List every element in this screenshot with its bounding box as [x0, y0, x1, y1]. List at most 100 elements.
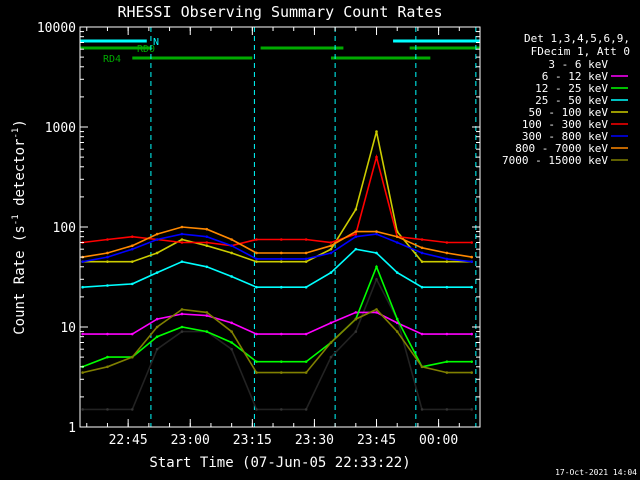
data-point-8-4 [180, 308, 184, 311]
data-point-1-16 [470, 332, 474, 336]
data-point-2-13 [395, 317, 399, 321]
data-point-6-10 [329, 251, 333, 255]
data-point-6-2 [130, 247, 134, 251]
data-point-3-12 [375, 251, 378, 255]
data-point-3-8 [280, 285, 283, 289]
data-point-8-16 [470, 371, 474, 374]
data-point-1-5 [205, 314, 209, 317]
data-point-3-15 [445, 285, 449, 289]
data-point-8-2 [130, 355, 134, 359]
data-point-2-7 [255, 360, 258, 363]
data-point-5-16 [470, 241, 474, 244]
data-point-3-13 [395, 271, 399, 274]
data-point-3-0 [81, 285, 84, 289]
data-point-2-16 [470, 360, 474, 363]
data-point-5-12 [375, 155, 378, 159]
data-point-4-9 [304, 260, 308, 263]
data-point-1-10 [329, 321, 333, 325]
data-point-8-9 [304, 371, 308, 374]
data-point-5-1 [106, 238, 109, 241]
data-point-8-14 [420, 365, 424, 369]
data-point-4-10 [329, 247, 333, 251]
x-tick-label-3: 23:30 [295, 433, 334, 448]
data-point-0-6 [230, 347, 233, 351]
data-point-4-14 [420, 260, 424, 263]
data-point-6-14 [420, 251, 424, 255]
data-point-6-0 [81, 260, 84, 263]
legend-label-8: 7000 - 15000 keV [502, 154, 608, 167]
data-point-6-9 [304, 257, 308, 261]
data-point-3-16 [470, 285, 474, 289]
y-axis-label-part-3: ) [12, 119, 28, 127]
data-point-5-5 [205, 241, 209, 244]
data-point-7-2 [130, 244, 134, 248]
legend-header-line-2: FDecim 1, Att 0 [531, 45, 630, 58]
x-tick-label-5: 00:00 [419, 433, 458, 448]
data-point-1-8 [280, 332, 283, 336]
data-point-8-15 [445, 371, 449, 374]
data-point-0-1 [106, 408, 109, 411]
legend-label-4: 50 - 100 keV [529, 106, 609, 119]
data-point-4-6 [230, 251, 233, 255]
data-point-0-8 [280, 408, 283, 411]
data-point-4-2 [130, 260, 134, 263]
legend-header-line-1: Det 1,3,4,5,6,9, [524, 32, 630, 45]
data-point-7-12 [375, 230, 378, 233]
data-point-3-11 [354, 247, 358, 251]
y-axis-label-exp-1: -1 [11, 214, 21, 225]
data-point-8-13 [395, 330, 399, 333]
y-axis-label: Count Rate (s-1 detector-1) [11, 119, 28, 335]
y-tick-label-1: 10 [60, 321, 76, 336]
data-point-0-15 [445, 408, 449, 411]
flag-label-n: N [153, 37, 159, 48]
legend-label-3: 25 - 50 keV [535, 94, 608, 107]
data-point-2-9 [304, 360, 308, 363]
data-point-7-1 [106, 251, 109, 255]
data-point-4-5 [205, 244, 209, 248]
data-point-8-3 [155, 325, 159, 329]
data-point-1-2 [130, 332, 134, 336]
data-point-5-11 [354, 232, 358, 236]
y-tick-label-0: 1 [68, 421, 76, 436]
data-point-6-1 [106, 255, 109, 259]
data-point-8-0 [81, 371, 84, 374]
data-point-1-3 [155, 317, 159, 321]
data-point-2-5 [205, 330, 209, 333]
data-point-1-7 [255, 332, 258, 336]
data-point-3-2 [130, 282, 134, 286]
data-point-3-5 [205, 265, 209, 269]
data-point-4-8 [280, 260, 283, 263]
x-tick-label-0: 22:45 [109, 433, 148, 448]
observation-flags [80, 39, 480, 60]
data-point-4-7 [255, 260, 258, 263]
data-point-4-15 [445, 260, 449, 263]
legend-label-1: 6 - 12 keV [542, 70, 609, 83]
data-point-1-14 [420, 332, 424, 336]
data-point-4-4 [180, 238, 184, 241]
data-point-3-3 [155, 271, 159, 274]
data-point-5-2 [130, 235, 134, 238]
data-point-7-7 [255, 251, 258, 255]
data-point-6-7 [255, 257, 258, 261]
data-point-4-1 [106, 260, 109, 263]
footer-timestamp: 17-Oct-2021 14:04 [555, 468, 637, 477]
data-point-2-12 [375, 265, 378, 269]
x-axis-ticks: 22:45 23:00 23:15 23:30 23:45 00:00 [86, 27, 481, 448]
data-point-6-4 [180, 232, 184, 236]
data-point-3-10 [329, 271, 333, 274]
data-point-1-13 [395, 321, 399, 325]
data-point-7-5 [205, 227, 209, 231]
data-point-7-8 [280, 251, 283, 255]
data-point-5-4 [180, 241, 184, 244]
y-axis-ticks: 1 10 100 1000 10000 [37, 21, 480, 436]
data-point-8-12 [375, 308, 378, 311]
data-point-7-6 [230, 238, 233, 241]
data-point-7-4 [180, 225, 184, 229]
data-point-0-12 [375, 277, 378, 281]
data-point-8-6 [230, 330, 233, 333]
data-point-7-9 [304, 251, 308, 255]
data-point-0-4 [180, 330, 184, 333]
data-point-3-7 [255, 285, 258, 289]
